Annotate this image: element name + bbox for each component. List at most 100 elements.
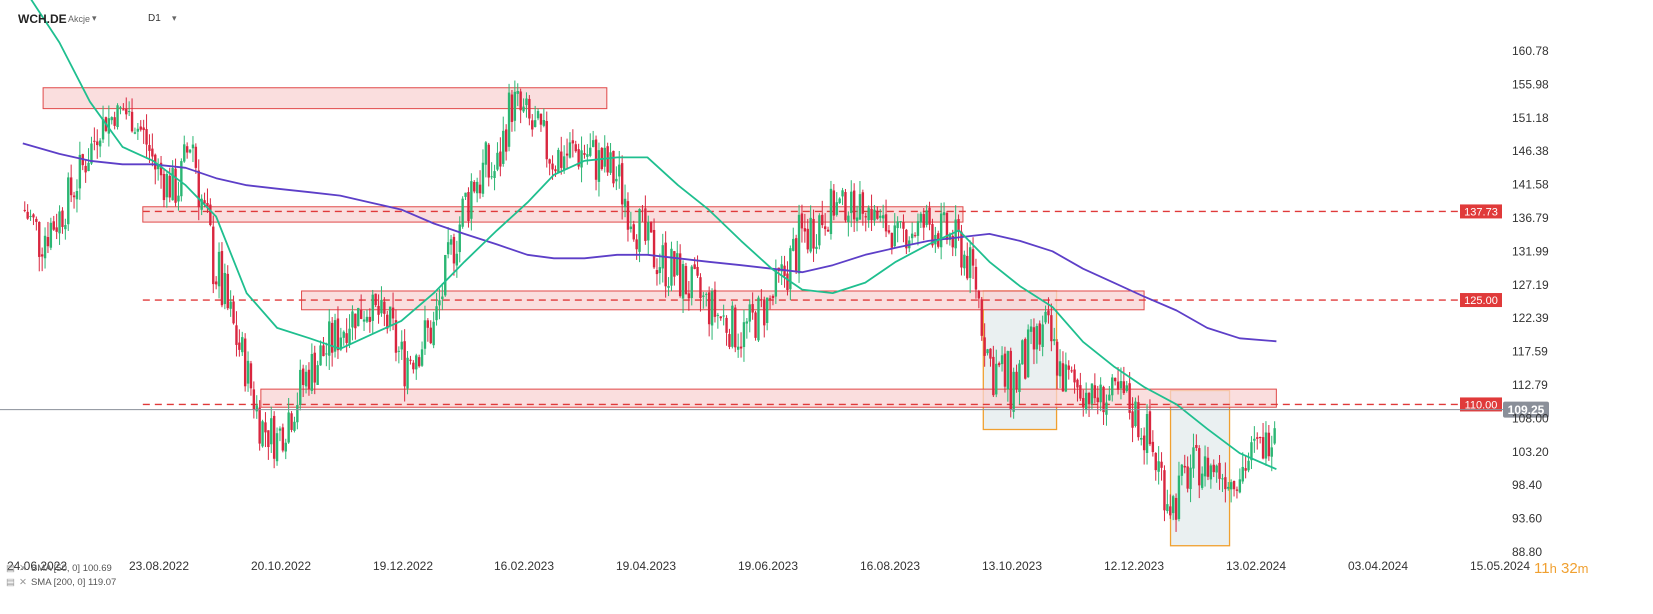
bullish-candle bbox=[188, 149, 192, 153]
x-tick-label: 16.08.2023 bbox=[860, 559, 920, 573]
bullish-candle bbox=[1157, 461, 1160, 472]
bullish-candle bbox=[415, 355, 418, 370]
bullish-candle bbox=[1145, 414, 1149, 453]
remove-indicator-icon[interactable]: ✕ bbox=[18, 577, 27, 588]
bearish-candle bbox=[226, 273, 229, 309]
indicator-menu-icon[interactable]: ▤ bbox=[6, 563, 15, 574]
bullish-candle bbox=[557, 149, 560, 173]
bullish-candle bbox=[867, 207, 870, 221]
bullish-candle bbox=[968, 247, 972, 278]
bullish-candle bbox=[64, 225, 67, 230]
bearish-candle bbox=[652, 229, 656, 268]
bullish-candle bbox=[765, 297, 769, 323]
bullish-candle bbox=[461, 198, 464, 227]
bearish-candle bbox=[354, 313, 357, 329]
symbol-label[interactable]: WCH.DE bbox=[18, 12, 67, 26]
bullish-candle bbox=[745, 321, 749, 324]
bullish-candle bbox=[542, 120, 546, 126]
bullish-candle bbox=[435, 306, 438, 321]
symbol-dropdown-caret-icon[interactable]: ▾ bbox=[92, 13, 97, 23]
bullish-candle bbox=[177, 195, 180, 202]
x-axis[interactable]: 24.06.2022 23.08.2022 20.10.2022 19.12.2022… bbox=[7, 559, 1530, 573]
bullish-candle bbox=[400, 341, 403, 350]
bearish-candle bbox=[632, 224, 635, 240]
bullish-candle bbox=[490, 176, 493, 178]
bearish-candle bbox=[960, 231, 963, 268]
bearish-candle bbox=[565, 153, 569, 156]
bullish-candle bbox=[1177, 475, 1181, 520]
sma200-line bbox=[22, 142, 1277, 343]
bullish-candle bbox=[986, 349, 989, 354]
bearish-candle bbox=[1206, 457, 1210, 477]
level-tag bbox=[1460, 293, 1502, 308]
sma50-legend[interactable]: ▤ ✕ SMA [50, 0] 100.69 bbox=[6, 563, 112, 574]
bullish-candle bbox=[533, 120, 537, 128]
bearish-candle bbox=[96, 141, 99, 146]
sma200-legend[interactable]: ▤ ✕ SMA [200, 0] 119.07 bbox=[6, 577, 116, 588]
bullish-candle bbox=[1273, 428, 1276, 444]
resistance-zone[interactable] bbox=[142, 206, 964, 223]
bearish-candle bbox=[1116, 381, 1120, 390]
bullish-candle bbox=[792, 238, 795, 251]
bullish-candle bbox=[942, 212, 946, 216]
y-tick-label: 117.59 bbox=[1512, 345, 1548, 359]
bullish-candle bbox=[223, 272, 227, 305]
bearish-candle bbox=[673, 251, 676, 277]
bullish-candle bbox=[1090, 383, 1094, 404]
bearish-candle bbox=[249, 363, 253, 389]
level-tag bbox=[1460, 204, 1502, 219]
interval-label[interactable]: D1 bbox=[148, 13, 161, 24]
bullish-candle bbox=[380, 299, 383, 314]
bearish-candle bbox=[803, 228, 807, 232]
bearish-candle bbox=[655, 270, 659, 275]
bearish-candle bbox=[577, 149, 580, 167]
bullish-candle bbox=[339, 337, 343, 350]
y-axis[interactable]: 160.78 155.98 151.18 146.38 141.58 136.79 131.… bbox=[1512, 44, 1549, 559]
bullish-candle bbox=[690, 266, 693, 298]
bullish-candle bbox=[328, 321, 331, 356]
bearish-candle bbox=[945, 212, 949, 240]
bullish-candle bbox=[597, 150, 601, 182]
bearish-candle bbox=[957, 219, 960, 232]
resistance-zone[interactable] bbox=[42, 87, 608, 110]
resistance-zones[interactable] bbox=[42, 87, 1277, 408]
bullish-candle bbox=[284, 442, 287, 452]
horizontal-levels[interactable]: 137.73 125.00 110.00 bbox=[142, 204, 1502, 412]
bearish-candle bbox=[728, 334, 731, 347]
bearish-candle bbox=[429, 327, 432, 344]
indicator-menu-icon[interactable]: ▤ bbox=[6, 577, 15, 588]
bullish-candle bbox=[1108, 394, 1111, 401]
moving-averages bbox=[22, 0, 1277, 471]
bearish-candle bbox=[185, 146, 189, 153]
bullish-candle bbox=[629, 226, 633, 230]
bullish-candle bbox=[658, 267, 662, 273]
bullish-candle bbox=[1006, 351, 1010, 390]
bearish-candle bbox=[551, 163, 554, 170]
bullish-candle bbox=[110, 117, 113, 121]
x-tick-label: 20.10.2022 bbox=[251, 559, 311, 573]
x-tick-label: 12.12.2023 bbox=[1104, 559, 1164, 573]
bearish-candle bbox=[145, 129, 148, 145]
bullish-candle bbox=[43, 235, 47, 259]
bearish-candle bbox=[1113, 377, 1117, 382]
bullish-candle bbox=[362, 319, 366, 322]
bullish-candle bbox=[1084, 392, 1088, 410]
bullish-candle bbox=[829, 188, 833, 235]
bearish-candle bbox=[1186, 466, 1189, 489]
interval-dropdown-caret-icon[interactable]: ▾ bbox=[172, 13, 177, 23]
bearish-candle bbox=[760, 299, 763, 301]
level-tag bbox=[1460, 397, 1502, 412]
bullish-candle bbox=[165, 173, 169, 198]
bullish-candle bbox=[119, 107, 122, 109]
resistance-zone[interactable] bbox=[260, 388, 1277, 408]
bearish-candle bbox=[142, 127, 145, 131]
bearish-candle bbox=[800, 213, 804, 229]
bullish-candle bbox=[925, 210, 928, 225]
bearish-candle bbox=[307, 369, 311, 390]
x-tick-label: 03.04.2024 bbox=[1348, 559, 1408, 573]
bearish-candle bbox=[977, 291, 981, 299]
remove-indicator-icon[interactable]: ✕ bbox=[18, 563, 27, 574]
chart-toolbar: WCH.DE Akcje ▾ D1 ▾ bbox=[0, 0, 1653, 34]
sma200-legend-text: SMA [200, 0] 119.07 bbox=[30, 577, 117, 588]
